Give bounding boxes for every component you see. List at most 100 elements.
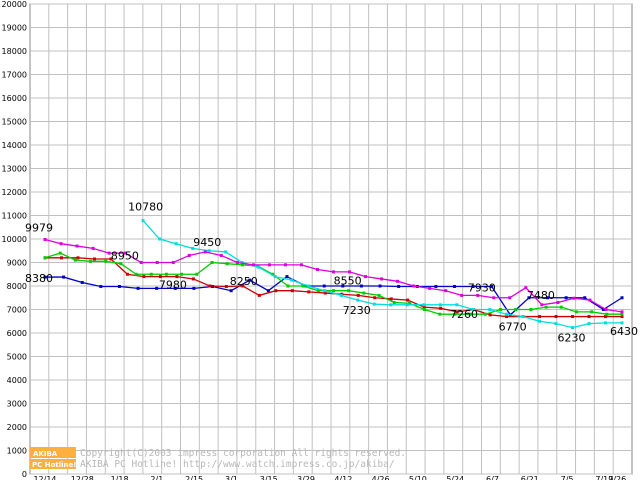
- data-point: [191, 246, 195, 250]
- data-point: [492, 296, 496, 300]
- data-point: [590, 310, 594, 314]
- data-point: [306, 284, 310, 288]
- data-point: [224, 250, 228, 254]
- data-point: [175, 275, 179, 279]
- data-point: [266, 289, 270, 293]
- y-tick-label: 20000: [2, 0, 27, 9]
- data-point: [574, 310, 578, 314]
- data-point: [219, 253, 223, 257]
- data-point: [524, 286, 528, 290]
- data-point: [257, 293, 261, 297]
- y-tick-label: 4000: [7, 376, 27, 385]
- data-point: [620, 321, 624, 325]
- data-point: [119, 262, 123, 266]
- data-point: [141, 219, 145, 223]
- data-point: [490, 284, 494, 288]
- data-point: [396, 279, 400, 283]
- data-point: [274, 289, 278, 293]
- data-point: [392, 300, 396, 304]
- y-tick-label: 17000: [2, 71, 27, 80]
- data-point: [339, 293, 343, 297]
- data-point: [444, 289, 448, 293]
- data-point: [537, 319, 541, 323]
- data-point: [514, 308, 518, 311]
- data-point: [483, 312, 487, 316]
- data-point: [248, 278, 252, 282]
- data-point: [389, 303, 393, 307]
- y-tick-label: 12000: [2, 188, 27, 197]
- data-point: [455, 310, 459, 314]
- data-point: [73, 258, 77, 262]
- data-point: [208, 284, 212, 288]
- x-tick-label: 12/14: [33, 475, 56, 480]
- data-point: [171, 261, 175, 264]
- data-point: [224, 284, 228, 288]
- series-lines: [43, 219, 624, 330]
- y-tick-label: 7000: [7, 306, 27, 315]
- data-point: [107, 251, 111, 255]
- data-point: [572, 296, 576, 300]
- data-point: [604, 315, 608, 319]
- data-point: [378, 284, 382, 288]
- data-point: [158, 275, 162, 279]
- data-point: [267, 263, 271, 267]
- y-tick-label: 11000: [2, 212, 27, 221]
- data-point: [316, 289, 320, 293]
- data-point: [362, 291, 366, 295]
- data-point: [117, 284, 121, 288]
- data-point: [554, 322, 558, 326]
- credit-url-text: AKIBA PC Hotline! http://www.watch.impre…: [80, 459, 395, 470]
- y-tick-label: 9000: [7, 259, 27, 268]
- y-tick-label: 14000: [2, 141, 27, 150]
- data-point: [229, 289, 233, 293]
- y-tick-label: 13000: [2, 165, 27, 174]
- data-point: [58, 251, 62, 255]
- data-point: [323, 289, 327, 293]
- x-axis: 12/14 12/28 1/18 2/1 2/15 3/1 3/15 3/29 4/12 4/26…: [33, 475, 626, 480]
- data-point: [540, 303, 544, 307]
- data-point: [452, 284, 456, 288]
- data-point: [286, 284, 290, 288]
- data-point: [43, 275, 47, 279]
- series-4: [43, 237, 624, 314]
- data-point: [422, 303, 426, 307]
- data-point: [373, 296, 377, 300]
- data-point: [240, 263, 244, 267]
- data-point: [356, 298, 360, 302]
- series-line: [45, 275, 623, 316]
- data-point: [173, 286, 177, 290]
- data-point: [332, 289, 335, 293]
- x-tick-label: 2/15: [185, 475, 203, 480]
- data-point: [62, 275, 66, 279]
- data-label: 8380: [25, 272, 53, 285]
- data-point: [527, 296, 531, 300]
- data-point: [564, 296, 568, 300]
- series-line: [142, 220, 622, 329]
- data-point: [187, 253, 191, 257]
- data-point: [356, 293, 360, 297]
- x-tick-label: 6/21: [521, 475, 539, 480]
- data-point: [504, 312, 508, 316]
- data-point: [570, 326, 574, 330]
- data-point: [43, 237, 47, 241]
- data-point: [538, 315, 542, 319]
- y-tick-label: 19000: [2, 24, 27, 33]
- data-point: [468, 312, 472, 316]
- data-point: [544, 305, 548, 309]
- data-point: [164, 272, 168, 276]
- data-point: [438, 312, 442, 316]
- data-point: [136, 286, 140, 290]
- y-tick-label: 10000: [2, 235, 27, 244]
- data-point: [76, 256, 80, 260]
- data-point: [195, 272, 199, 276]
- data-label: 6230: [557, 332, 585, 345]
- data-point: [307, 290, 311, 294]
- data-point: [620, 315, 624, 319]
- data-point: [604, 308, 608, 311]
- data-point: [134, 272, 138, 276]
- x-tick-label: 7/26: [608, 475, 626, 480]
- data-point: [364, 275, 368, 279]
- y-tick-label: 6000: [7, 329, 27, 338]
- data-point: [59, 242, 63, 246]
